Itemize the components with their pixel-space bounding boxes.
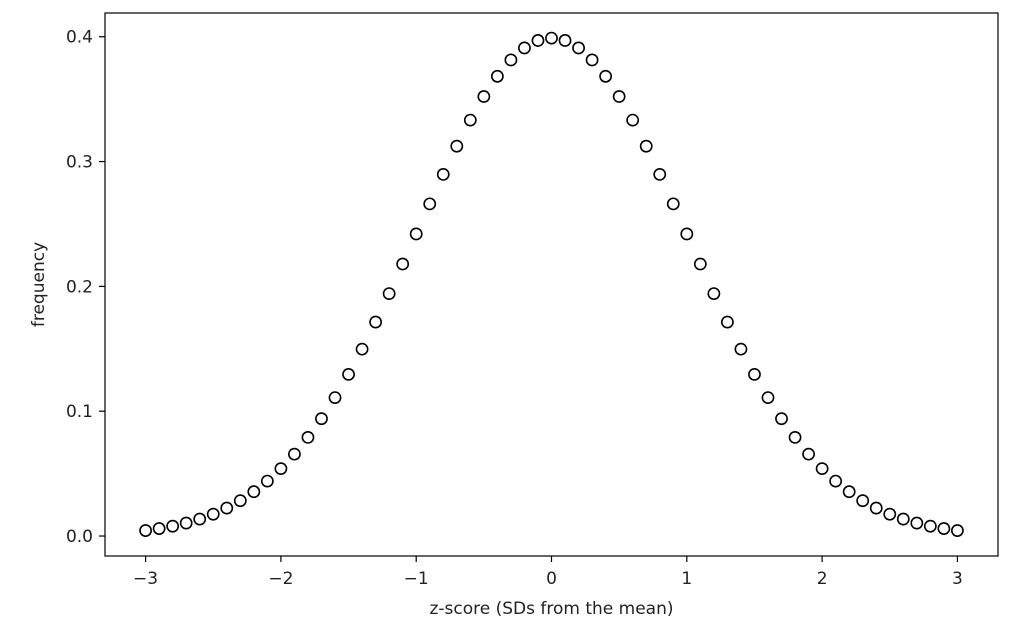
data-point bbox=[545, 31, 558, 45]
x-axis: −3 −2 −1 0 1 2 3 bbox=[133, 556, 963, 589]
data-point bbox=[355, 342, 369, 356]
data-point bbox=[328, 391, 342, 404]
data-point bbox=[599, 69, 613, 83]
data-point bbox=[585, 53, 599, 67]
data-point bbox=[937, 522, 951, 535]
data-point bbox=[802, 447, 815, 461]
data-point bbox=[260, 474, 274, 488]
data-point bbox=[301, 431, 315, 444]
data-point bbox=[572, 41, 585, 55]
data-point bbox=[842, 485, 856, 499]
x-tick-label: −2 bbox=[268, 569, 293, 589]
y-axis-label: frequency bbox=[29, 242, 49, 327]
data-point bbox=[531, 34, 545, 47]
data-point bbox=[775, 412, 788, 426]
data-point bbox=[720, 315, 734, 329]
y-tick-label: 0.0 bbox=[66, 527, 93, 547]
data-point bbox=[233, 494, 247, 508]
data-point bbox=[139, 524, 152, 537]
data-point bbox=[788, 431, 802, 444]
data-point bbox=[869, 501, 883, 515]
y-tick-label: 0.3 bbox=[66, 153, 93, 173]
data-point bbox=[382, 287, 396, 301]
data-point bbox=[504, 53, 518, 67]
data-point bbox=[490, 69, 504, 83]
y-tick-label: 0.4 bbox=[66, 28, 93, 48]
data-point bbox=[463, 113, 477, 127]
data-point bbox=[707, 287, 721, 301]
data-point bbox=[193, 512, 207, 526]
data-point bbox=[518, 41, 531, 55]
x-tick-label: −1 bbox=[404, 569, 429, 589]
data-point bbox=[396, 257, 410, 271]
data-points bbox=[139, 31, 964, 537]
data-point bbox=[829, 474, 843, 488]
data-point bbox=[639, 139, 653, 153]
data-point bbox=[666, 197, 680, 211]
data-point bbox=[693, 257, 707, 271]
data-point bbox=[152, 522, 166, 535]
x-tick-label: 2 bbox=[817, 569, 828, 589]
data-point bbox=[206, 507, 220, 521]
data-point bbox=[274, 462, 288, 476]
data-point bbox=[653, 167, 667, 181]
data-point bbox=[166, 519, 180, 533]
data-point bbox=[680, 227, 694, 241]
data-point bbox=[423, 197, 437, 211]
data-point bbox=[477, 90, 491, 103]
data-point bbox=[315, 412, 328, 426]
x-tick-label: 3 bbox=[952, 569, 963, 589]
data-point bbox=[923, 519, 937, 533]
data-point bbox=[910, 516, 924, 530]
data-point bbox=[896, 512, 910, 526]
plot-frame bbox=[104, 12, 999, 557]
data-point bbox=[409, 227, 423, 241]
data-point bbox=[179, 516, 193, 530]
y-axis: 0.0 0.1 0.2 0.3 0.4 bbox=[66, 28, 105, 547]
data-point bbox=[342, 367, 355, 381]
data-point bbox=[748, 367, 761, 381]
data-point bbox=[369, 315, 383, 329]
x-axis-label: z-score (SDs from the mean) bbox=[429, 599, 673, 619]
data-point bbox=[815, 462, 829, 476]
data-point bbox=[220, 501, 234, 515]
data-point bbox=[626, 113, 640, 127]
data-point bbox=[761, 391, 775, 404]
data-point bbox=[612, 90, 626, 103]
y-tick-label: 0.1 bbox=[66, 402, 93, 422]
data-point bbox=[856, 494, 870, 508]
x-tick-label: 0 bbox=[546, 569, 557, 589]
data-point bbox=[247, 485, 261, 499]
data-point bbox=[734, 342, 748, 356]
data-point bbox=[450, 139, 464, 153]
data-point bbox=[288, 447, 301, 461]
y-tick-label: 0.2 bbox=[66, 277, 93, 297]
data-point bbox=[951, 524, 964, 537]
x-tick-label: 1 bbox=[681, 569, 692, 589]
data-point bbox=[436, 167, 450, 181]
x-tick-label: −3 bbox=[133, 569, 158, 589]
data-point bbox=[883, 507, 897, 521]
data-point bbox=[558, 34, 572, 47]
